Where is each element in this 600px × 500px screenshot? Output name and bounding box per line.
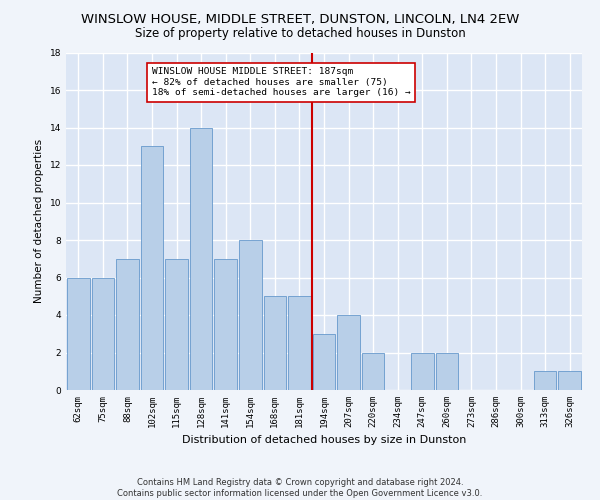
- Bar: [239, 240, 262, 390]
- Bar: [559, 371, 581, 390]
- Bar: [436, 352, 458, 390]
- Bar: [263, 296, 286, 390]
- Text: WINSLOW HOUSE, MIDDLE STREET, DUNSTON, LINCOLN, LN4 2EW: WINSLOW HOUSE, MIDDLE STREET, DUNSTON, L…: [81, 12, 519, 26]
- Text: Contains HM Land Registry data © Crown copyright and database right 2024.
Contai: Contains HM Land Registry data © Crown c…: [118, 478, 482, 498]
- Bar: [190, 128, 212, 390]
- Bar: [337, 315, 360, 390]
- Bar: [214, 259, 237, 390]
- Y-axis label: Number of detached properties: Number of detached properties: [34, 139, 44, 304]
- Bar: [288, 296, 311, 390]
- Bar: [140, 146, 163, 390]
- Bar: [362, 352, 385, 390]
- Text: Size of property relative to detached houses in Dunston: Size of property relative to detached ho…: [134, 28, 466, 40]
- Bar: [165, 259, 188, 390]
- X-axis label: Distribution of detached houses by size in Dunston: Distribution of detached houses by size …: [182, 436, 466, 446]
- Bar: [411, 352, 434, 390]
- Bar: [313, 334, 335, 390]
- Bar: [116, 259, 139, 390]
- Text: WINSLOW HOUSE MIDDLE STREET: 187sqm
← 82% of detached houses are smaller (75)
18: WINSLOW HOUSE MIDDLE STREET: 187sqm ← 82…: [152, 68, 411, 98]
- Bar: [534, 371, 556, 390]
- Bar: [92, 278, 114, 390]
- Bar: [67, 278, 89, 390]
